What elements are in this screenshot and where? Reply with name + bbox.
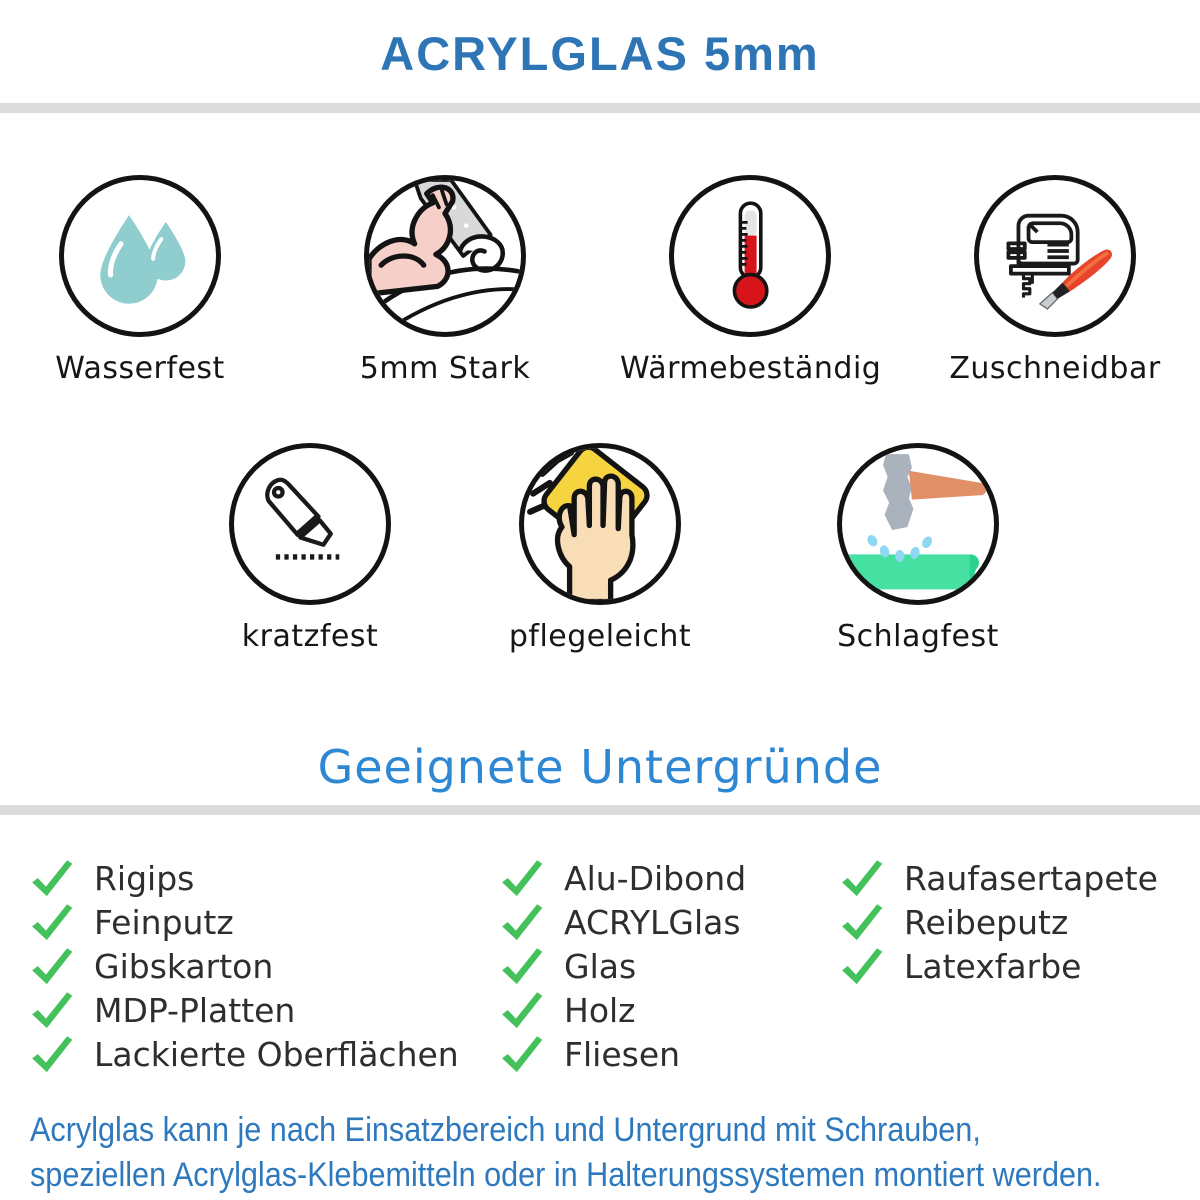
substrate-label: Latexfarbe xyxy=(904,946,1082,986)
substrate-label: ACRYLGlas xyxy=(564,902,741,942)
jigsaw-knife-icon xyxy=(1006,213,1112,310)
checkmark-icon xyxy=(32,860,73,897)
list-item: Glas xyxy=(500,944,746,988)
list-item: Reibeputz xyxy=(840,900,1158,944)
feature-circle xyxy=(669,175,831,337)
feature-label: pflegeleicht xyxy=(508,619,692,654)
list-item: Latexfarbe xyxy=(840,944,1158,988)
utility-knife-icon xyxy=(265,477,340,560)
checkmark-icon xyxy=(32,1036,73,1073)
list-item: MDP-Platten xyxy=(30,988,459,1032)
checkmark-icon xyxy=(502,948,543,985)
checkmark-icon xyxy=(502,904,543,941)
list-item: Rigips xyxy=(30,856,459,900)
substrate-label: Lackierte Oberflächen xyxy=(94,1034,459,1074)
divider-top xyxy=(0,103,1200,113)
checkmark-icon xyxy=(502,860,543,897)
feature-pflegeleicht: pflegeleicht xyxy=(470,443,730,654)
feature-circle xyxy=(59,175,221,337)
checkmark-icon xyxy=(842,860,883,897)
list-item: Gibskarton xyxy=(30,944,459,988)
list-item: Alu-Dibond xyxy=(500,856,746,900)
feature-label: Wärmebeständig xyxy=(620,351,882,386)
substrate-label: Glas xyxy=(564,946,637,986)
feature-zuschneidbar: Zuschneidbar xyxy=(925,175,1185,386)
substrate-label: Reibeputz xyxy=(904,902,1069,942)
list-item: Raufasertapete xyxy=(840,856,1158,900)
hammer-icon xyxy=(842,454,987,590)
feature-5mm-stark: 5mm Stark xyxy=(315,175,575,386)
feature-label: Zuschneidbar xyxy=(949,351,1161,386)
feature-circle xyxy=(229,443,391,605)
section-title-untergruende: Geeignete Untergründe xyxy=(317,740,883,794)
divider-middle xyxy=(0,805,1200,815)
feature-label: kratzfest xyxy=(241,619,379,654)
checkmark-icon xyxy=(502,1036,543,1073)
substrate-label: MDP-Platten xyxy=(94,990,296,1030)
feature-kratzfest: kratzfest xyxy=(180,443,440,654)
list-item: Feinputz xyxy=(30,900,459,944)
substrate-label: Alu-Dibond xyxy=(564,858,747,898)
water-drops-icon xyxy=(99,214,185,304)
feature-circle xyxy=(837,443,999,605)
feature-circle xyxy=(519,443,681,605)
mounting-note: Acrylglas kann je nach Einsatzbereich un… xyxy=(30,1108,1200,1198)
mounting-note-line2: speziellen Acrylglas-Klebemitteln oder i… xyxy=(30,1156,1102,1194)
hand-cloth-icon xyxy=(527,448,650,600)
checkmark-icon xyxy=(32,992,73,1029)
feature-schlagfest: Schlagfest xyxy=(788,443,1048,654)
substrate-column-2: Alu-Dibond ACRYLGlas Glas Holz Fliesen xyxy=(500,856,746,1076)
substrate-column-1: Rigips Feinputz Gibskarton MDP-Platten L… xyxy=(30,856,459,1076)
checkmark-icon xyxy=(842,948,883,985)
substrate-label: Gibskarton xyxy=(94,946,274,986)
list-item: Lackierte Oberflächen xyxy=(30,1032,459,1076)
list-item: Fliesen xyxy=(500,1032,746,1076)
thermometer-icon xyxy=(732,201,769,309)
feature-label: Schlagfest xyxy=(837,619,999,654)
checkmark-icon xyxy=(842,904,883,941)
substrate-label: Feinputz xyxy=(94,902,234,942)
substrate-label: Rigips xyxy=(94,858,195,898)
substrate-label: Holz xyxy=(564,990,636,1030)
checkmark-icon xyxy=(502,992,543,1029)
list-item: Holz xyxy=(500,988,746,1032)
substrate-label: Fliesen xyxy=(564,1034,681,1074)
substrate-label: Raufasertapete xyxy=(904,858,1158,898)
page-title: ACRYLGLAS 5mm xyxy=(380,27,820,80)
muscle-arm-icon xyxy=(369,180,521,332)
feature-waermebestaendig: Wärmebeständig xyxy=(620,175,882,386)
feature-circle xyxy=(974,175,1136,337)
checkmark-icon xyxy=(32,904,73,941)
checkmark-icon xyxy=(32,948,73,985)
feature-label: Wasserfest xyxy=(55,351,225,386)
mounting-note-line1: Acrylglas kann je nach Einsatzbereich un… xyxy=(30,1111,981,1149)
substrate-column-3: Raufasertapete Reibeputz Latexfarbe xyxy=(840,856,1158,988)
feature-label: 5mm Stark xyxy=(359,351,531,386)
feature-wasserfest: Wasserfest xyxy=(10,175,270,386)
feature-circle xyxy=(364,175,526,337)
list-item: ACRYLGlas xyxy=(500,900,746,944)
